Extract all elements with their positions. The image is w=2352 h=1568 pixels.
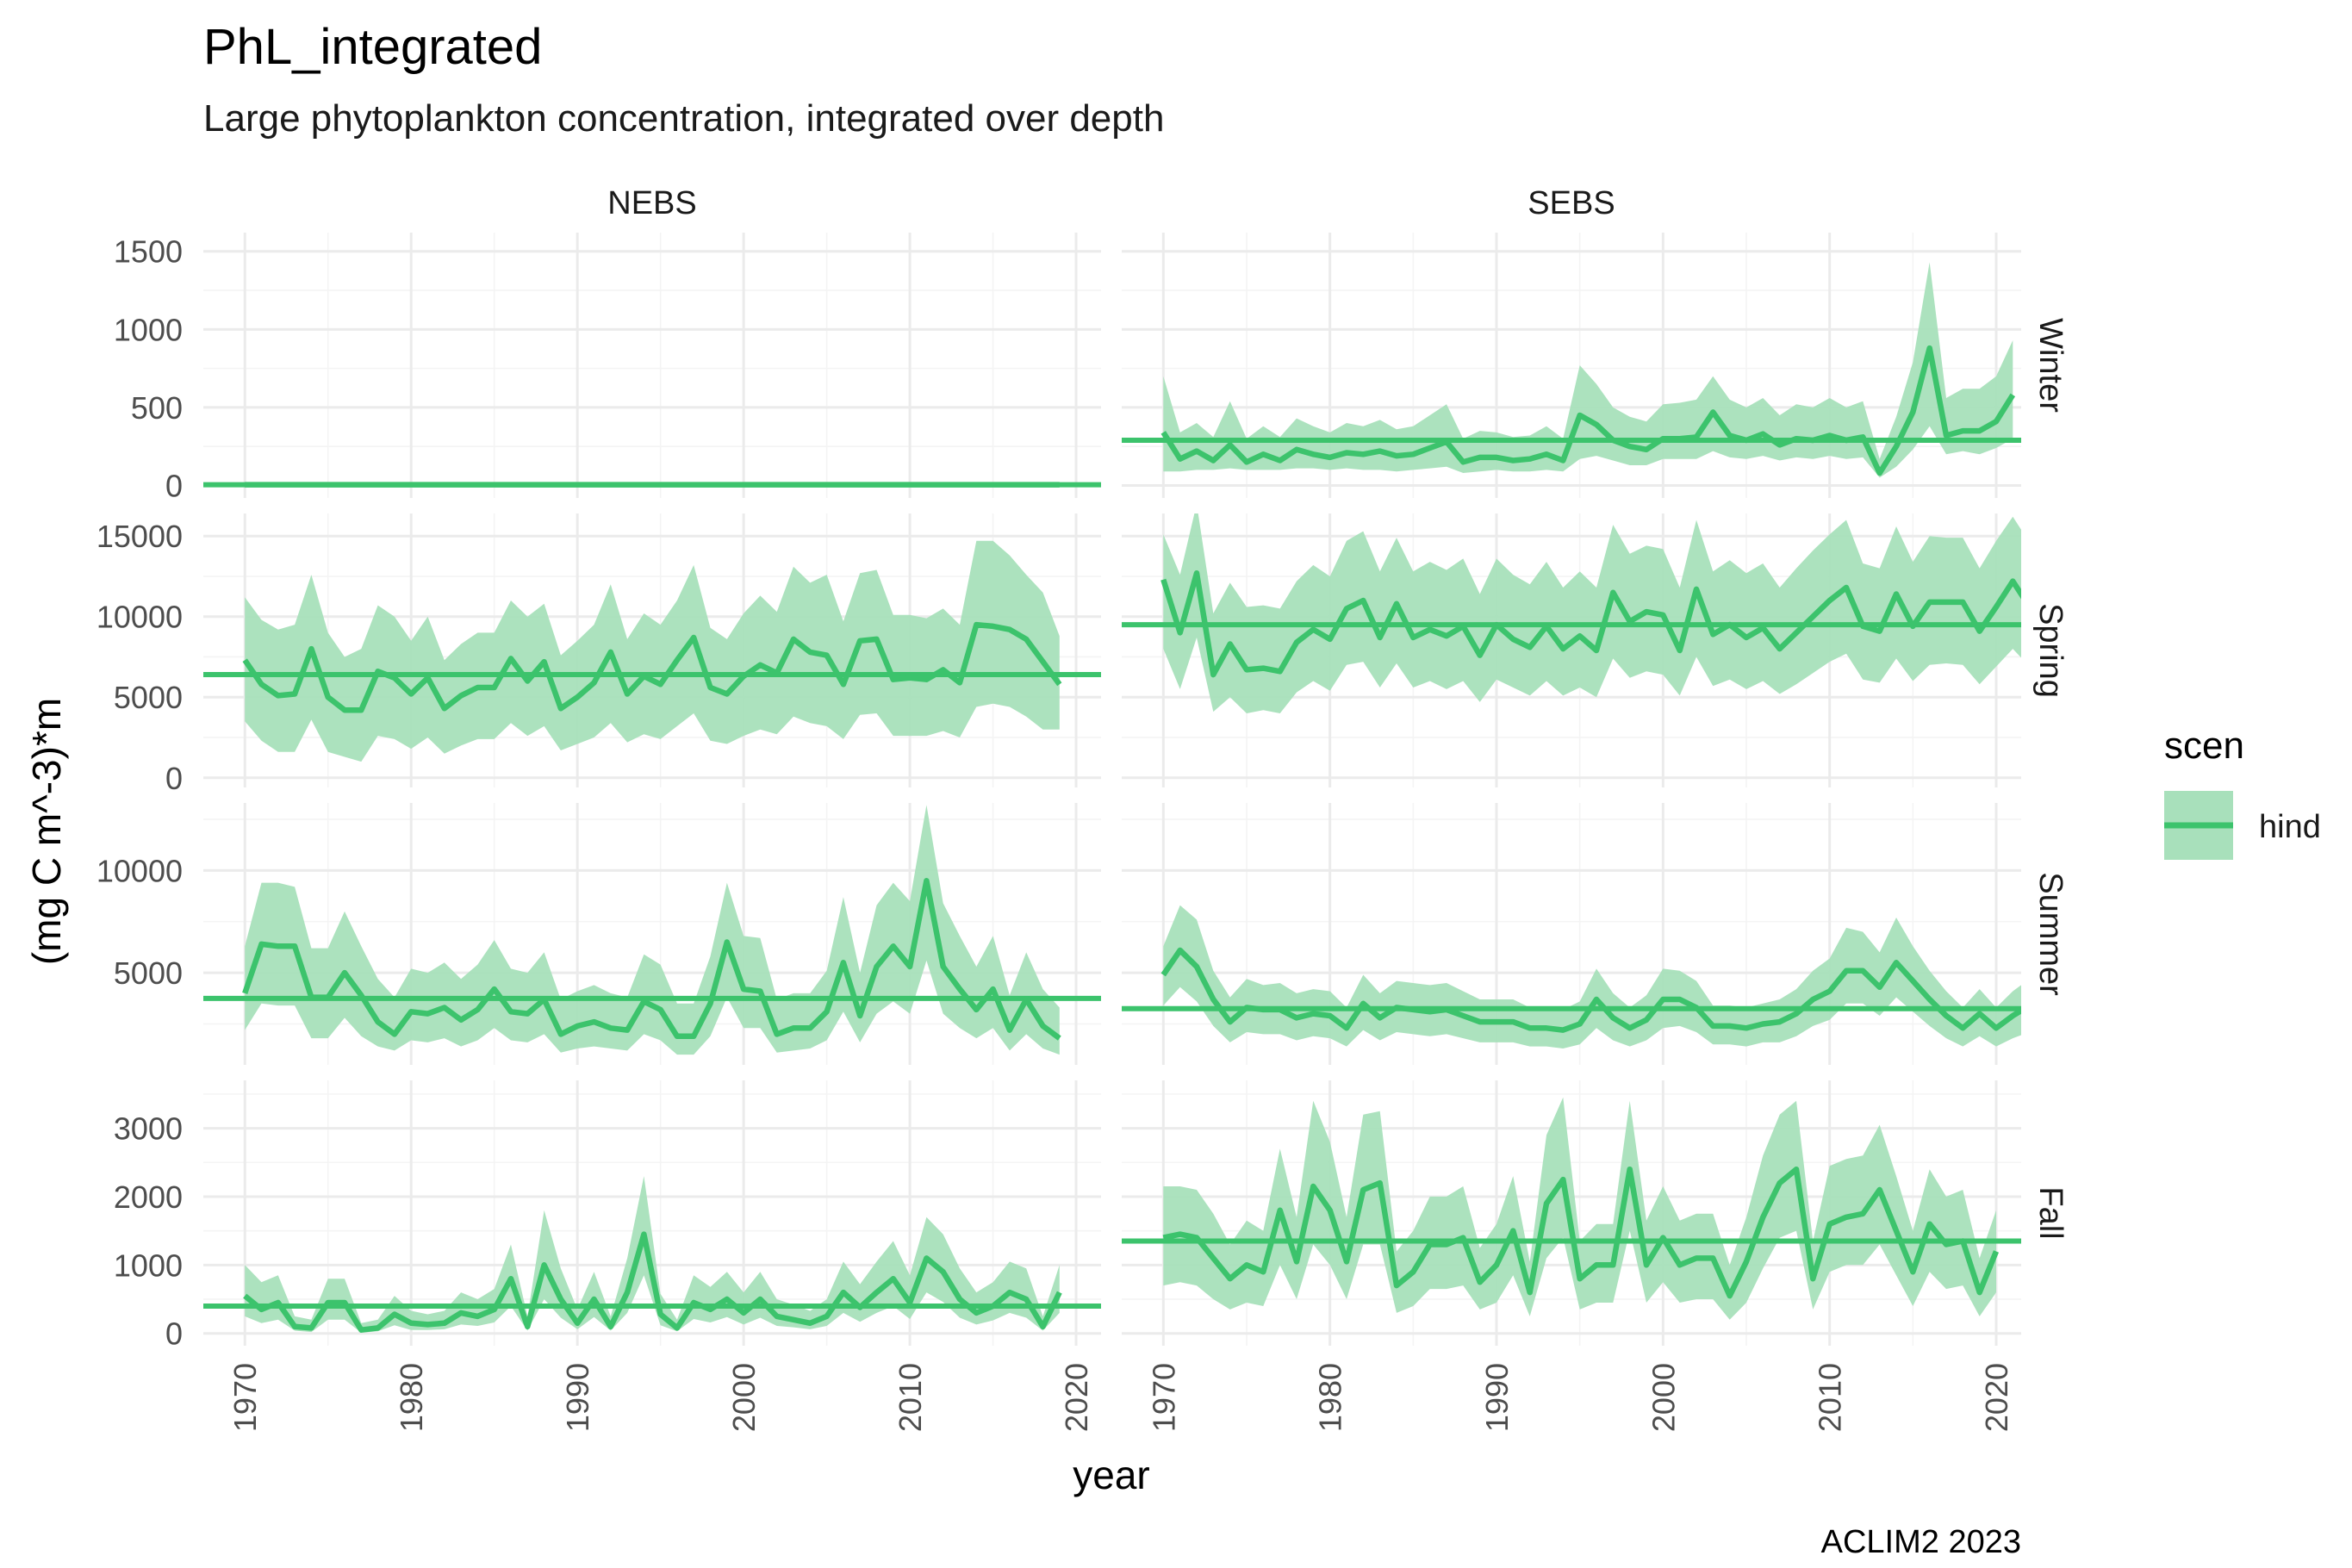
x-tick-label: 2010 — [893, 1363, 928, 1432]
series-line-nebs-spring — [242, 621, 1062, 713]
x-tick-label: 2000 — [1646, 1363, 1681, 1432]
series-line-nebs-summer — [242, 878, 1061, 1041]
strips-layer: NEBS SEBS Winter Spring Summer Fall — [607, 185, 2069, 1240]
y-tick-label: 10000 — [96, 853, 183, 888]
x-tick-label: 2020 — [1059, 1363, 1094, 1432]
legend: scen hind — [2164, 725, 2321, 860]
panel-nebs-winter — [203, 233, 1101, 498]
panel-sebs-summer — [1122, 803, 2021, 1065]
axes-layer: 0500100015000500010000150005000100000100… — [96, 234, 2014, 1432]
y-tick-label: 1000 — [114, 312, 183, 347]
y-axis-title: (mg C m^-3)*m — [24, 698, 69, 965]
series-line-sebs-summer — [1160, 947, 2021, 1033]
x-tick-label: 1980 — [1313, 1363, 1348, 1432]
y-tick-label: 5000 — [114, 680, 183, 715]
x-tick-label: 2010 — [1813, 1363, 1848, 1432]
row-strip-summer: Summer — [2032, 872, 2069, 996]
panel-nebs-spring — [203, 513, 1101, 787]
x-axis-title: year — [1073, 1453, 1149, 1497]
y-tick-label: 0 — [165, 1316, 183, 1352]
chart-title: PhL_integrated — [203, 19, 542, 75]
x-tick-label: 1980 — [394, 1363, 429, 1432]
x-tick-label: 1970 — [1146, 1363, 1181, 1432]
x-tick-label: 2020 — [1979, 1363, 2014, 1432]
series-line-nebs-fall — [243, 1231, 1062, 1333]
chart-subtitle: Large phytoplankton concentration, integ… — [203, 97, 1164, 140]
panel-nebs-summer — [203, 803, 1101, 1065]
panel-sebs-spring — [1122, 513, 2021, 787]
y-tick-label: 15000 — [96, 519, 183, 554]
row-strip-fall: Fall — [2032, 1186, 2069, 1239]
panels-layer — [203, 233, 2021, 1346]
row-strip-winter: Winter — [2032, 318, 2069, 413]
column-strip-nebs: NEBS — [607, 185, 696, 221]
panel-sebs-fall — [1122, 1080, 2021, 1346]
x-tick-label: 2000 — [726, 1363, 762, 1432]
x-tick-label: 1970 — [227, 1363, 263, 1432]
ribbon-sebs-winter — [1163, 262, 2013, 478]
y-tick-label: 0 — [165, 469, 183, 504]
panel-sebs-winter — [1122, 233, 2021, 498]
y-tick-label: 0 — [165, 761, 183, 796]
ribbon-nebs-fall — [245, 1176, 1060, 1333]
y-tick-label: 5000 — [114, 955, 183, 991]
legend-title: scen — [2164, 725, 2244, 767]
legend-label-hind: hind — [2259, 809, 2321, 845]
ribbon-nebs-spring — [245, 540, 1060, 762]
y-tick-label: 2000 — [114, 1179, 183, 1215]
y-tick-label: 1000 — [114, 1248, 183, 1283]
ribbon-sebs-spring — [1163, 513, 2021, 713]
y-tick-label: 1500 — [114, 234, 183, 270]
y-tick-label: 3000 — [114, 1111, 183, 1147]
x-tick-label: 1990 — [560, 1363, 595, 1432]
chart-caption: ACLIM2 2023 — [1821, 1524, 2021, 1560]
column-strip-sebs: SEBS — [1528, 185, 1615, 221]
row-strip-spring: Spring — [2032, 603, 2069, 698]
series-line-sebs-winter — [1160, 345, 2016, 476]
ribbon-sebs-summer — [1163, 905, 2021, 1048]
series-line-sebs-spring — [1160, 569, 2021, 678]
series-line-sebs-fall — [1162, 1166, 2000, 1299]
ribbon-sebs-fall — [1163, 1097, 1996, 1320]
x-tick-label: 1990 — [1479, 1363, 1515, 1432]
ribbon-nebs-summer — [245, 805, 1060, 1055]
panel-nebs-fall — [203, 1080, 1101, 1346]
y-tick-label: 10000 — [96, 600, 183, 635]
y-tick-label: 500 — [131, 390, 183, 426]
